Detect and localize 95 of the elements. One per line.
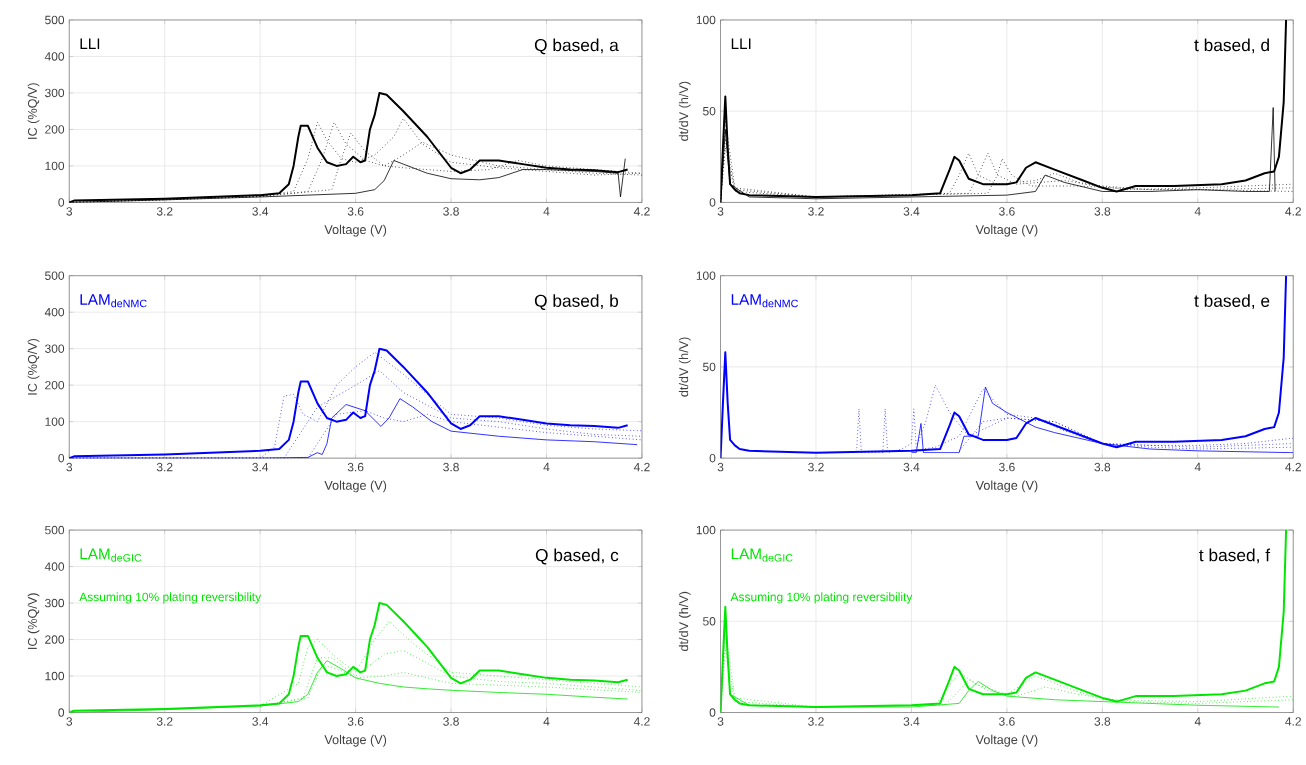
x-tick-label: 4: [543, 207, 550, 216]
x-tick-label: 3.4: [903, 207, 920, 216]
x-tick-label: 3.8: [1094, 717, 1111, 726]
x-tick-label: 3.4: [903, 717, 920, 726]
x-tick-label: 4: [543, 462, 550, 472]
y-tick-label: 200: [45, 635, 65, 644]
y-tick-label: 0: [58, 708, 65, 717]
x-axis-title: Voltage (V): [324, 734, 387, 747]
y-tick-label: 400: [44, 307, 65, 317]
y-tick-label: 100: [696, 15, 716, 25]
y-tick-label: 200: [45, 380, 65, 390]
x-tick-label: 3.6: [999, 207, 1015, 216]
y-tick-label: 0: [58, 198, 65, 207]
annotation: t based, e: [1194, 294, 1270, 309]
x-tick-label: 3.6: [347, 207, 364, 216]
y-tick-label: 0: [709, 198, 716, 207]
y-tick-label: 400: [44, 52, 65, 61]
x-tick-label: 4.2: [633, 207, 650, 216]
y-tick-label: 100: [45, 161, 65, 171]
y-tick-label: 0: [709, 453, 716, 463]
x-tick-label: 3.2: [156, 717, 173, 726]
y-tick-label: 400: [44, 562, 65, 571]
x-tick-label: 3.4: [252, 717, 269, 726]
x-axis-title: Voltage (V): [324, 480, 387, 493]
x-tick-label: 4: [543, 717, 550, 726]
x-tick-label: 3: [717, 717, 724, 726]
text: LAM$_{deGIC}$: [80, 548, 142, 562]
annotation: Q based, a: [534, 38, 619, 55]
y-axis-title: dt/dV (h/V): [678, 591, 691, 651]
text: LAM$_{deNMC}$: [731, 294, 798, 308]
annotation: Q based, c: [535, 548, 619, 565]
x-tick-label: 3: [717, 207, 724, 216]
x-axis-title: Voltage (V): [975, 480, 1038, 493]
y-axis-title: IC (%Q/V): [27, 338, 40, 395]
y-tick-label: 100: [45, 671, 65, 681]
x-tick-label: 3.2: [156, 207, 173, 216]
x-tick-label: 3.8: [443, 207, 459, 216]
y-axis-title: IC (%Q/V): [27, 83, 40, 139]
y-axis-title: dt/dV (h/V): [678, 337, 691, 397]
text: Assuming 10% plating reversibility: [79, 592, 262, 604]
y-tick-label: 500: [45, 15, 65, 25]
annotation: t based, d: [1194, 38, 1269, 54]
x-tick-label: 4.2: [633, 462, 650, 472]
text: LAM$_{deNMC}$: [80, 294, 147, 308]
y-tick-label: 500: [45, 525, 65, 535]
x-tick-label: 3: [66, 462, 73, 472]
x-tick-label: 3.6: [999, 717, 1015, 726]
x-tick-label: 3.2: [808, 462, 824, 472]
x-tick-label: 3.4: [903, 462, 920, 472]
x-tick-label: 3.2: [156, 462, 173, 472]
x-tick-label: 3.8: [1094, 207, 1111, 216]
x-axis-title: Voltage (V): [324, 224, 387, 237]
x-tick-label: 3.4: [252, 462, 269, 472]
x-tick-label: 4.2: [633, 717, 650, 726]
x-tick-label: 4: [1194, 207, 1201, 216]
x-tick-label: 3.8: [443, 462, 459, 472]
x-tick-label: 3.6: [347, 717, 364, 726]
y-tick-label: 0: [58, 453, 65, 463]
y-tick-label: 300: [45, 598, 65, 608]
x-tick-label: 3.8: [443, 717, 459, 726]
x-tick-label: 3.6: [347, 462, 364, 472]
y-tick-label: 200: [45, 125, 65, 134]
x-tick-label: 3.2: [808, 717, 824, 726]
x-axis-title: Voltage (V): [975, 734, 1038, 747]
x-tick-label: 3.6: [999, 462, 1015, 472]
y-tick-label: 50: [702, 616, 716, 626]
text: LAM$_{deGIC}$: [731, 548, 793, 562]
y-tick-label: 500: [45, 271, 65, 280]
text: LLI: [80, 38, 100, 49]
y-tick-label: 0: [709, 708, 716, 717]
x-tick-label: 4: [1194, 462, 1201, 472]
y-tick-label: 100: [45, 417, 65, 426]
y-tick-label: 100: [696, 271, 716, 280]
x-tick-label: 3.8: [1094, 462, 1111, 472]
text: LLI: [731, 38, 751, 49]
x-tick-label: 4.2: [1285, 207, 1301, 216]
annotation: t based, f: [1199, 548, 1271, 564]
annotation: Q based, b: [534, 294, 619, 310]
text: Assuming 10% plating reversibility: [730, 592, 913, 604]
y-tick-label: 50: [702, 362, 716, 372]
x-tick-label: 3: [66, 207, 73, 216]
y-tick-label: 100: [696, 525, 716, 535]
y-tick-label: 50: [702, 106, 716, 116]
x-tick-label: 3: [717, 462, 724, 472]
y-tick-label: 300: [45, 88, 65, 98]
x-tick-label: 3.4: [252, 207, 269, 216]
x-tick-label: 4: [1194, 717, 1201, 726]
y-axis-title: dt/dV (h/V): [678, 81, 691, 141]
y-axis-title: IC (%Q/V): [27, 593, 40, 649]
x-tick-label: 3.2: [808, 207, 824, 216]
x-axis-title: Voltage (V): [975, 224, 1038, 237]
x-tick-label: 3: [66, 717, 73, 726]
x-tick-label: 4.2: [1285, 462, 1301, 472]
x-tick-label: 4.2: [1285, 717, 1301, 726]
y-tick-label: 300: [45, 344, 65, 353]
